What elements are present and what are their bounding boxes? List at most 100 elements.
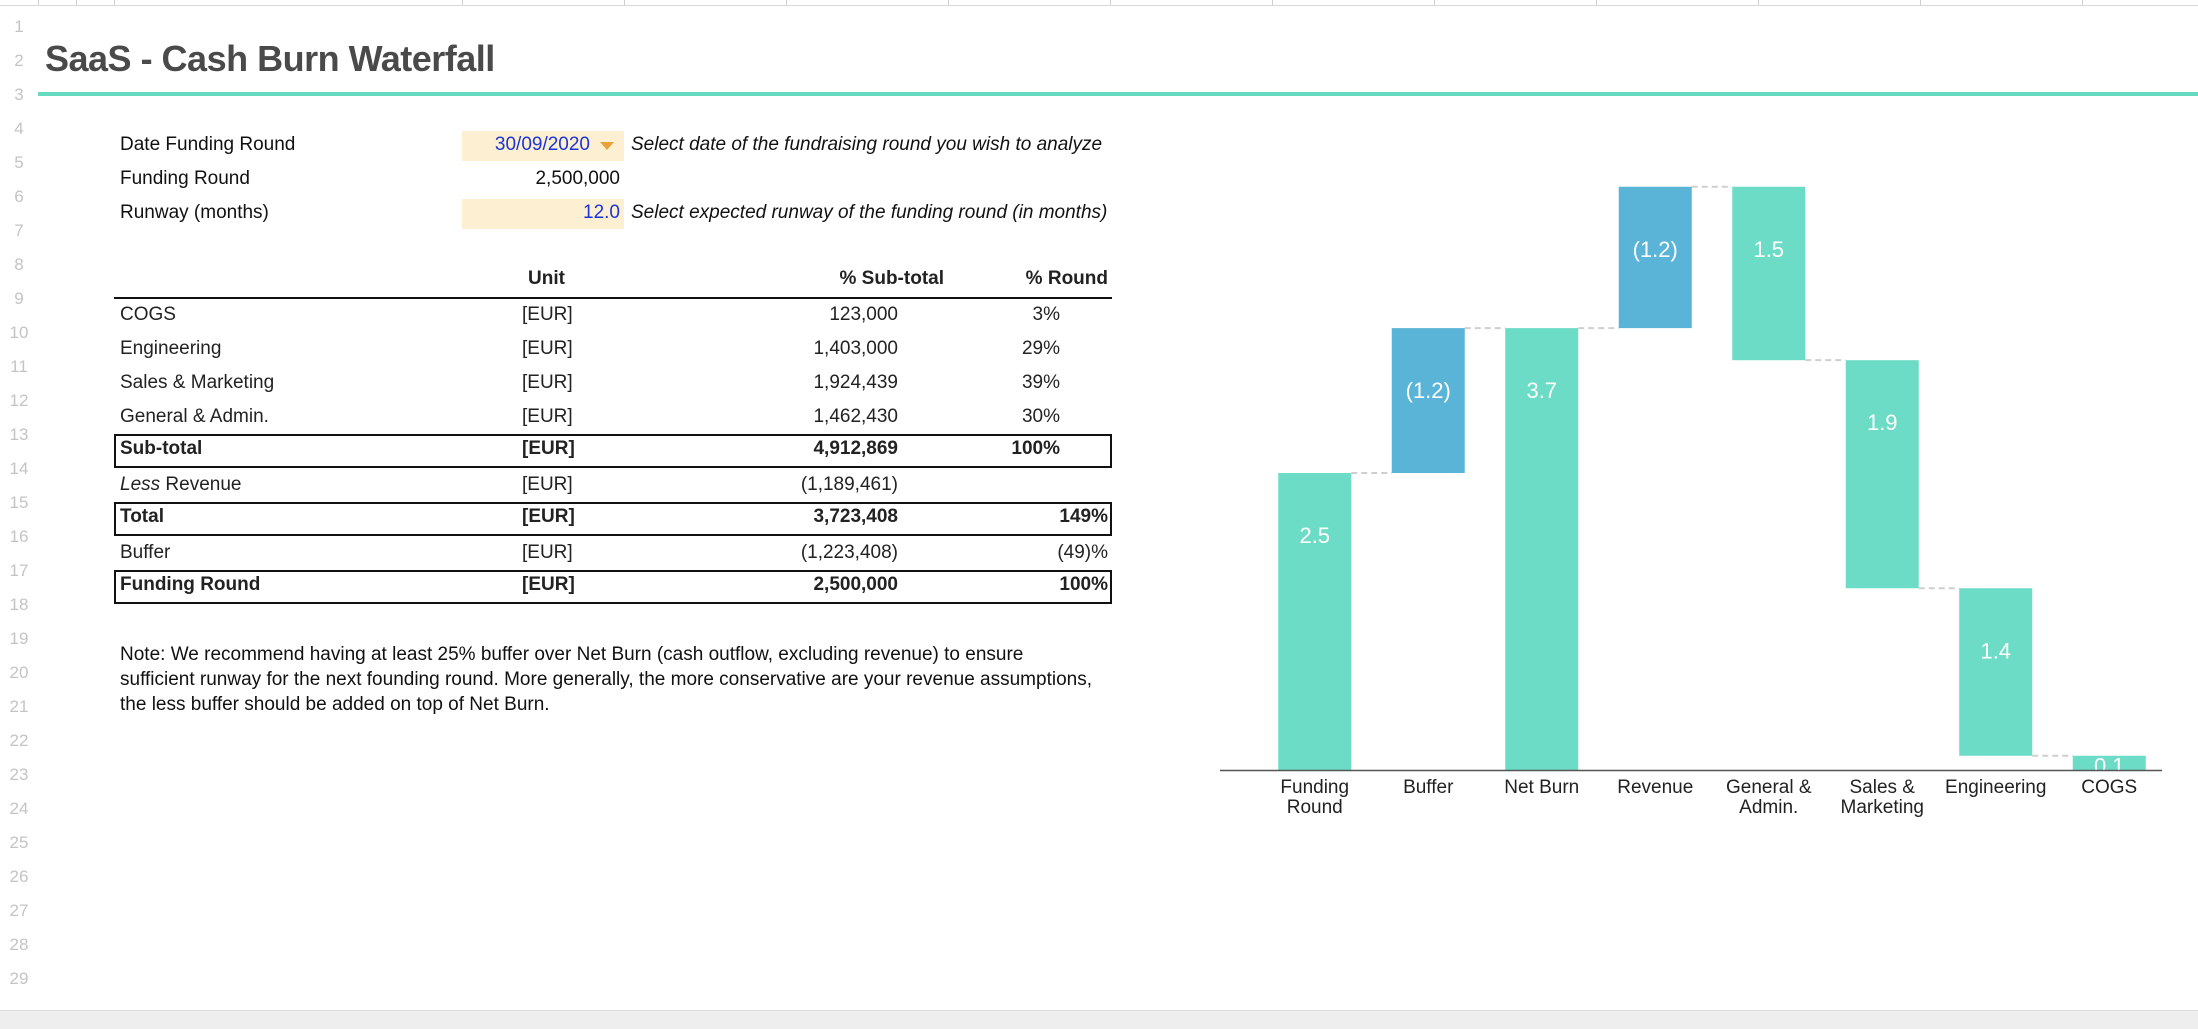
note-text: Note: We recommend having at least 25% b… bbox=[120, 644, 1092, 715]
row-unit: [EUR] bbox=[522, 574, 575, 595]
header-rule bbox=[114, 297, 1112, 299]
row-value: (1,223,408) bbox=[800, 542, 898, 563]
column-divider[interactable] bbox=[1758, 0, 1759, 5]
row-label: Sub-total bbox=[120, 438, 203, 459]
row-pct-round: (49)% bbox=[1057, 542, 1108, 563]
row-number[interactable]: 11 bbox=[10, 357, 28, 376]
row-label-text: Revenue bbox=[165, 474, 242, 495]
row-label: Sales & Marketing bbox=[120, 372, 275, 393]
row-number[interactable]: 6 bbox=[14, 187, 24, 206]
row-unit: [EUR] bbox=[522, 542, 573, 563]
waterfall-chart: 2.5 (1.2) 3.7 (1.2) 1.5 1.9 1.4 0.1 Funding Rou… bbox=[1210, 160, 2170, 840]
row-pct-subtotal: 3% bbox=[1032, 304, 1060, 325]
row-unit: [EUR] bbox=[522, 372, 573, 393]
row-number[interactable]: 9 bbox=[14, 289, 24, 308]
column-divider[interactable] bbox=[2082, 0, 2083, 5]
row-number[interactable]: 4 bbox=[14, 119, 24, 138]
column-divider[interactable] bbox=[1110, 0, 1111, 5]
column-header-strip bbox=[0, 0, 2198, 6]
waterfall-bar[interactable] bbox=[1618, 186, 1692, 329]
row-number[interactable]: 25 bbox=[9, 833, 29, 852]
x-tick-label: General & Admin. bbox=[1725, 777, 1812, 818]
column-divider[interactable] bbox=[38, 0, 39, 5]
row-number[interactable]: 18 bbox=[9, 595, 29, 614]
table-row-general-admin: General & Admin. [EUR] 1,462,430 30% bbox=[114, 402, 1112, 436]
row-number[interactable]: 12 bbox=[9, 391, 29, 410]
row-number[interactable]: 14 bbox=[9, 459, 29, 478]
row-number[interactable]: 13 bbox=[9, 425, 29, 444]
row-number[interactable]: 15 bbox=[9, 493, 29, 512]
row-number[interactable]: 19 bbox=[9, 629, 29, 648]
runway-input[interactable] bbox=[462, 199, 624, 229]
column-divider[interactable] bbox=[1272, 0, 1273, 5]
column-divider[interactable] bbox=[786, 0, 787, 5]
row-number[interactable]: 22 bbox=[9, 731, 29, 750]
funding-round-label: Funding Round bbox=[120, 168, 250, 189]
row-pct-round: 100% bbox=[1059, 574, 1108, 595]
row-number[interactable]: 29 bbox=[9, 969, 29, 988]
row-number[interactable]: 7 bbox=[14, 221, 24, 240]
row-unit: [EUR] bbox=[522, 406, 573, 427]
row-label-prefix: Less bbox=[120, 474, 161, 495]
row-pct-subtotal: 100% bbox=[1011, 438, 1060, 459]
column-divider[interactable] bbox=[1596, 0, 1597, 5]
column-divider[interactable] bbox=[76, 0, 77, 5]
column-divider[interactable] bbox=[624, 0, 625, 5]
row-number[interactable]: 1 bbox=[14, 17, 24, 36]
table-row-engineering: Engineering [EUR] 1,403,000 29% bbox=[114, 334, 1112, 368]
row-number[interactable]: 10 bbox=[9, 323, 29, 342]
table-row-funding-round: Funding Round [EUR] 2,500,000 100% bbox=[114, 570, 1112, 604]
runway-value[interactable]: 12.0 bbox=[583, 202, 620, 223]
row-number[interactable]: 21 bbox=[9, 697, 29, 716]
row-number[interactable]: 23 bbox=[9, 765, 29, 784]
column-divider[interactable] bbox=[114, 0, 115, 5]
row-number[interactable]: 28 bbox=[9, 935, 29, 954]
table-row-less-revenue: Less Revenue [EUR] (1,189,461) bbox=[114, 470, 1112, 504]
waterfall-bar[interactable] bbox=[1278, 473, 1352, 770]
title-divider bbox=[38, 92, 2198, 96]
waterfall-bar[interactable] bbox=[1959, 588, 2033, 756]
x-tick-label: Engineering bbox=[1945, 777, 2047, 798]
waterfall-bar[interactable] bbox=[1732, 186, 1806, 361]
table-row-sales-marketing: Sales & Marketing [EUR] 1,924,439 39% bbox=[114, 368, 1112, 402]
x-tick-label: COGS bbox=[2081, 777, 2138, 798]
waterfall-bar[interactable] bbox=[1505, 328, 1579, 770]
row-number[interactable]: 16 bbox=[9, 527, 29, 546]
row-number[interactable]: 3 bbox=[14, 85, 24, 104]
row-number[interactable]: 8 bbox=[14, 255, 24, 274]
bar-data-label: 2.5 bbox=[1299, 523, 1330, 548]
row-pct-subtotal: 30% bbox=[1021, 406, 1060, 427]
horizontal-scrollbar[interactable] bbox=[0, 1010, 2198, 1029]
x-tick-label: Buffer bbox=[1403, 777, 1454, 798]
bar-data-label: 0.1 bbox=[2094, 754, 2125, 779]
waterfall-bar[interactable] bbox=[1845, 360, 1919, 589]
row-pct-subtotal: 29% bbox=[1021, 338, 1060, 359]
row-number[interactable]: 20 bbox=[9, 663, 29, 682]
runway-hint: Select expected runway of the funding ro… bbox=[631, 202, 1108, 223]
page-title: SaaS - Cash Burn Waterfall bbox=[45, 38, 495, 79]
waterfall-bar[interactable] bbox=[1391, 328, 1465, 474]
row-number[interactable]: 17 bbox=[9, 561, 29, 580]
column-divider[interactable] bbox=[1920, 0, 1921, 5]
waterfall-bar[interactable] bbox=[2072, 755, 2146, 770]
row-unit: [EUR] bbox=[522, 338, 573, 359]
date-funding-round-input[interactable] bbox=[462, 131, 624, 161]
row-value: 2,500,000 bbox=[813, 574, 898, 595]
row-number[interactable]: 27 bbox=[9, 901, 29, 920]
date-funding-round-value[interactable]: 30/09/2020 bbox=[494, 134, 590, 155]
x-tick-label: Net Burn bbox=[1504, 777, 1580, 798]
row-value: 3,723,408 bbox=[813, 506, 898, 527]
column-divider[interactable] bbox=[1434, 0, 1435, 5]
row-number[interactable]: 2 bbox=[14, 51, 24, 70]
dropdown-arrow-icon[interactable] bbox=[600, 142, 614, 150]
header-sub-total: % Sub-total bbox=[839, 268, 945, 289]
column-divider[interactable] bbox=[948, 0, 949, 5]
table-row-cogs: COGS [EUR] 123,000 3% bbox=[114, 300, 1112, 334]
bar-data-label: 3.7 bbox=[1526, 378, 1557, 403]
column-divider[interactable] bbox=[462, 0, 463, 5]
bar-data-label: (1.2) bbox=[1406, 378, 1451, 403]
row-label: Buffer bbox=[120, 542, 171, 563]
row-number[interactable]: 26 bbox=[9, 867, 29, 886]
row-number[interactable]: 24 bbox=[9, 799, 29, 818]
row-number[interactable]: 5 bbox=[14, 153, 24, 172]
